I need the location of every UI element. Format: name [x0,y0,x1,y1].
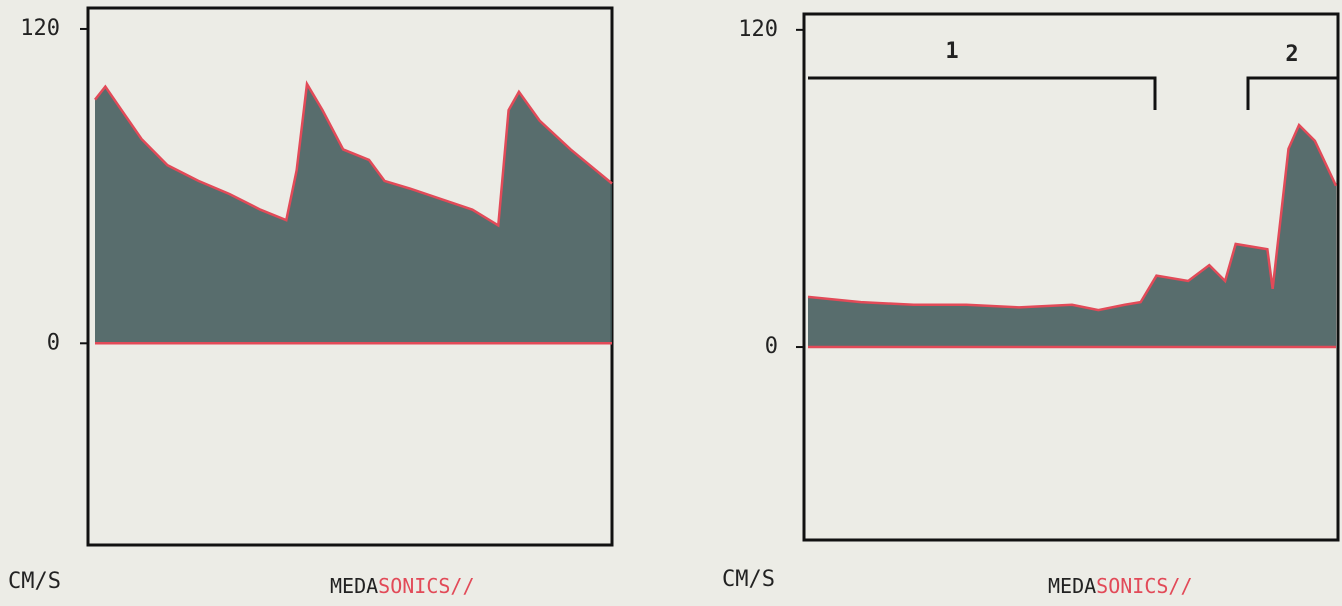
y-axis-label: CM/S [722,567,775,592]
y-axis-label: CM/S [8,569,61,594]
y-tick-label: 120 [20,16,60,41]
y-tick-label: 120 [738,17,778,42]
spectrum-fill [95,83,612,344]
annotation: 2 [1285,42,1298,67]
envelope [807,122,1338,312]
bracket [1246,76,1338,110]
spectrum-fill [808,125,1336,348]
brand: MEDASONICS// [330,574,475,598]
brand-part: MEDA [330,574,378,598]
brand-part: MEDA [1048,574,1096,598]
envelope [94,80,613,228]
brand-part: SONICS// [378,574,474,598]
brand: MEDASONICS// [1048,574,1193,598]
right-frame [802,12,1340,542]
y-tick-label: 0 [47,330,60,355]
annotation: 1 [945,39,958,64]
brand-part: SONICS// [1096,574,1192,598]
y-tick-label: 0 [765,334,778,359]
bracket [808,76,1157,110]
